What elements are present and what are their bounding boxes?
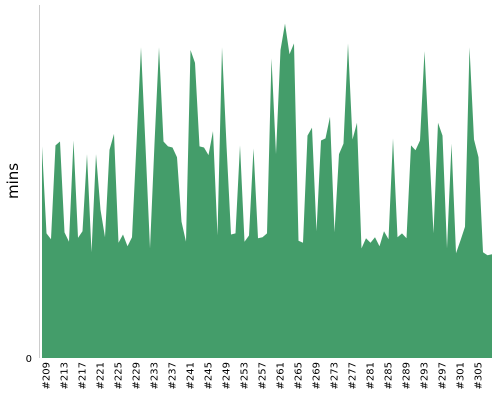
x-tick-label: #281: [366, 362, 377, 389]
x-tick-label: #261: [276, 362, 287, 389]
area-series: [42, 23, 492, 358]
x-tick-label: #249: [222, 362, 233, 389]
x-tick-label: #229: [132, 362, 143, 389]
x-tick-label: #265: [294, 362, 305, 389]
x-tick-label: #241: [186, 362, 197, 389]
x-tick-label: #269: [312, 362, 323, 389]
x-tick-label: #297: [438, 362, 449, 389]
x-tick-label: #217: [78, 362, 89, 389]
x-tick-label: #213: [60, 362, 71, 389]
x-tick-label: #293: [420, 362, 431, 389]
x-tick-label: #209: [42, 362, 53, 389]
x-tick-label: #233: [150, 362, 161, 389]
x-tick-label: #301: [456, 362, 467, 389]
x-tick-labels: #209 #213 #217 #221 #225 #229 #233 #237 #241 #245…: [42, 362, 485, 389]
x-tick-label: #273: [330, 362, 341, 389]
x-tick-label: #257: [258, 362, 269, 389]
y-axis-label: mins: [4, 163, 22, 199]
x-tick-label: #277: [348, 362, 359, 389]
x-tick-label: #225: [114, 362, 125, 389]
x-tick-label: #285: [384, 362, 395, 389]
x-tick-label: #305: [474, 362, 485, 389]
x-tick-label: #221: [96, 362, 107, 389]
x-tick-label: #245: [204, 362, 215, 389]
y-tick-label-zero: 0: [26, 354, 32, 365]
x-tick-label: #237: [168, 362, 179, 389]
x-tick-label: #289: [402, 362, 413, 389]
x-tick-label: #253: [240, 362, 251, 389]
